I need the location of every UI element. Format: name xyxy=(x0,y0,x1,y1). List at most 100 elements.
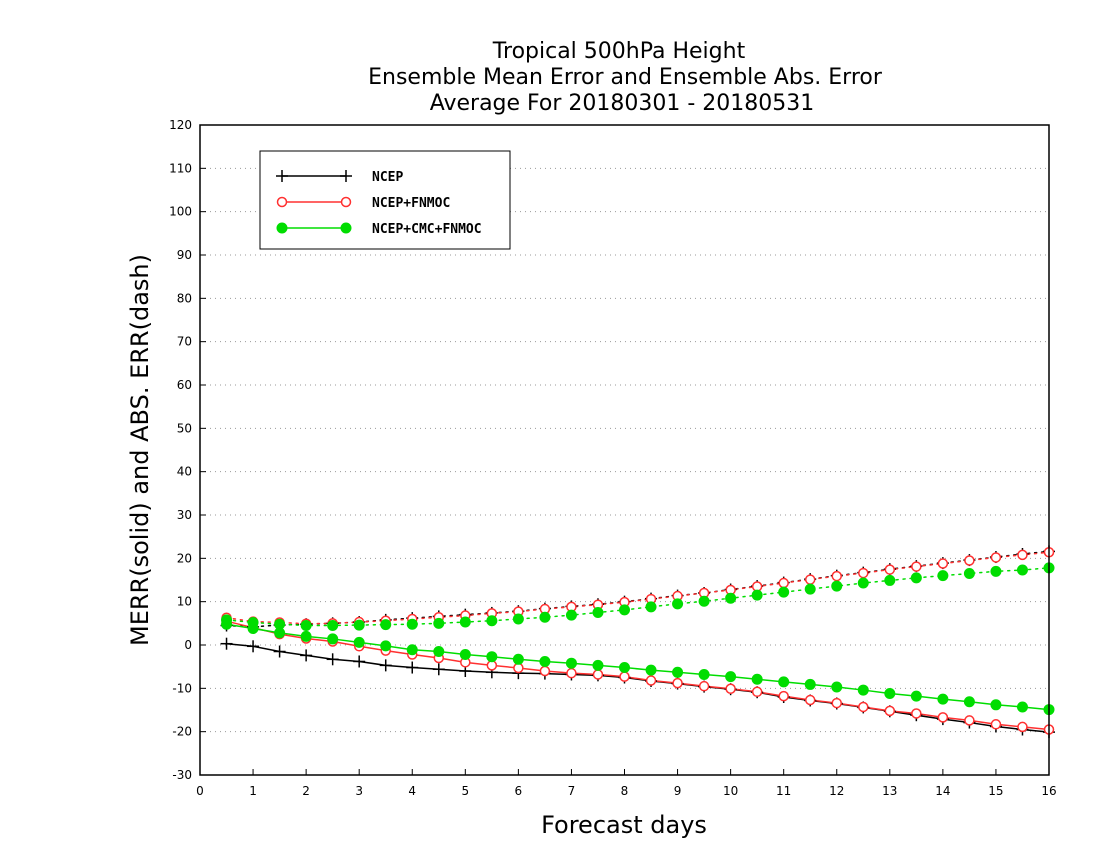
x-tick-label: 0 xyxy=(196,784,204,798)
ncep-fnmoc-merr-point xyxy=(751,686,763,698)
ncep-cmc-fnmoc-merr-point xyxy=(884,688,896,700)
data-series xyxy=(220,545,1055,739)
ncep-merr-point xyxy=(247,640,260,653)
ncep-cmc-fnmoc-merr-point xyxy=(459,649,471,661)
x-tick-label: 16 xyxy=(1041,784,1056,798)
ncep-cmc-fnmoc-merr-point xyxy=(221,618,233,630)
ncep-cmc-fnmoc-abserr-point xyxy=(380,619,392,631)
ncep-fnmoc-merr-point xyxy=(592,669,604,680)
ncep-fnmoc-abserr-point xyxy=(804,574,816,585)
legend-marker xyxy=(340,222,352,234)
ncep-cmc-fnmoc-abserr-point xyxy=(751,589,763,601)
ncep-merr-point xyxy=(353,655,366,668)
x-tick-label: 4 xyxy=(408,784,416,798)
ncep-cmc-fnmoc-abserr-point xyxy=(698,595,710,607)
ncep-cmc-fnmoc-abserr-point xyxy=(857,577,869,589)
ncep-merr-point xyxy=(273,645,286,658)
y-tick-label: 70 xyxy=(177,335,192,349)
ncep-fnmoc-abserr-point xyxy=(831,570,842,582)
ncep-cmc-fnmoc-merr-point xyxy=(565,657,577,669)
ncep-cmc-fnmoc-abserr-point xyxy=(486,615,498,627)
title-line-3: Average For 20180301 - 20180531 xyxy=(430,91,815,116)
ncep-cmc-fnmoc-merr-point xyxy=(831,681,843,693)
y-tick-label: 20 xyxy=(177,551,192,565)
y-tick-label: 120 xyxy=(169,118,192,132)
legend-label: NCEP+CMC+FNMOC xyxy=(372,222,482,237)
ncep-cmc-fnmoc-merr-point xyxy=(486,651,498,663)
legend-marker xyxy=(276,222,288,234)
y-axis-title: MERR(solid) and ABS. ERR(dash) xyxy=(126,254,154,646)
ncep-fnmoc-merr-point xyxy=(486,660,498,671)
ncep-fnmoc-merr-point xyxy=(831,697,842,709)
ncep-cmc-fnmoc-abserr-point xyxy=(327,620,339,631)
ncep-fnmoc-merr-point xyxy=(539,665,551,677)
ncep-cmc-fnmoc-abserr-point xyxy=(645,601,657,613)
ncep-merr-point xyxy=(406,661,419,674)
ncep-cmc-fnmoc-abserr-point xyxy=(910,572,922,584)
ncep-cmc-fnmoc-merr-point xyxy=(857,684,869,696)
y-tick-label: -20 xyxy=(172,725,192,739)
ncep-fnmoc-abserr-point xyxy=(911,561,922,572)
legend-marker xyxy=(276,196,288,208)
legend-marker xyxy=(340,170,352,182)
ncep-cmc-fnmoc-merr-point xyxy=(433,646,445,657)
ncep-cmc-fnmoc-merr-point xyxy=(804,678,816,690)
legend-marker xyxy=(276,170,288,182)
ncep-fnmoc-abserr-point xyxy=(1017,549,1028,561)
ncep-cmc-fnmoc-merr-point xyxy=(353,636,365,648)
ncep-cmc-fnmoc-merr-point xyxy=(910,690,922,702)
y-tick-label: 40 xyxy=(177,465,192,479)
x-tick-label: 11 xyxy=(776,784,791,798)
y-tick-label: 60 xyxy=(177,378,192,392)
x-tick-label: 5 xyxy=(461,784,469,798)
legend-box xyxy=(259,150,511,250)
title-line-1: Tropical 500hPa Height xyxy=(492,39,746,64)
y-tick-label: 110 xyxy=(169,161,192,175)
y-tick-label: 0 xyxy=(184,638,192,652)
ncep-cmc-fnmoc-merr-line xyxy=(226,623,1050,711)
ncep-fnmoc-abserr-point xyxy=(990,552,1002,563)
ncep-cmc-fnmoc-abserr-point xyxy=(672,598,684,610)
plot-frame xyxy=(199,124,1050,776)
x-tick-label: 15 xyxy=(988,784,1003,798)
legend-item-ncep-cmc-fnmoc: NCEP+CMC+FNMOC xyxy=(276,222,482,237)
ncep-cmc-fnmoc-merr-point xyxy=(274,627,286,639)
x-tick-label: 12 xyxy=(829,784,844,798)
ncep-cmc-fnmoc-abserr-point xyxy=(592,607,604,618)
ncep-cmc-fnmoc-merr-point xyxy=(963,696,975,708)
ncep-fnmoc-merr-point xyxy=(964,715,975,726)
y-tick-label: -30 xyxy=(172,768,192,782)
ncep-cmc-fnmoc-merr-point xyxy=(645,664,657,676)
ncep-cmc-fnmoc-abserr-point xyxy=(990,565,1002,577)
ncep-merr-point xyxy=(379,659,392,672)
ncep-cmc-fnmoc-abserr-point xyxy=(963,568,975,579)
ncep-cmc-fnmoc-merr-point xyxy=(698,668,710,680)
ncep-cmc-fnmoc-abserr-point xyxy=(1016,564,1028,576)
ncep-fnmoc-merr-point xyxy=(884,705,896,717)
ncep-cmc-fnmoc-merr-point xyxy=(512,653,524,665)
ncep-fnmoc-merr-point xyxy=(619,671,630,682)
ncep-cmc-fnmoc-abserr-point xyxy=(565,609,577,621)
ncep-fnmoc-abserr-line xyxy=(225,551,1050,625)
ncep-fnmoc-merr-point xyxy=(672,677,683,689)
x-tick-label: 7 xyxy=(568,784,576,798)
ncep-cmc-fnmoc-abserr-point xyxy=(778,586,790,598)
ncep-cmc-fnmoc-abserr-point xyxy=(539,611,551,623)
legend-items: NCEP NCEP+FNMOC NCEP+CMC+FNMOC xyxy=(276,170,482,237)
x-tick-label: 6 xyxy=(515,784,523,798)
ncep-cmc-fnmoc-abserr-point xyxy=(725,592,737,604)
ncep-cmc-fnmoc-abserr-point xyxy=(831,580,843,592)
chart-title: Tropical 500hPa Height Ensemble Mean Err… xyxy=(368,39,883,116)
legend-label: NCEP xyxy=(372,170,403,185)
ncep-fnmoc-abserr-point xyxy=(937,558,949,569)
legend: NCEP NCEP+FNMOC NCEP+CMC+FNMOC xyxy=(259,150,511,250)
ncep-cmc-fnmoc-abserr-point xyxy=(512,613,524,625)
grid-lines xyxy=(200,167,1049,733)
y-tick-label: 30 xyxy=(177,508,192,522)
ncep-fnmoc-merr-point xyxy=(804,694,816,706)
ncep-cmc-fnmoc-merr-point xyxy=(725,671,737,683)
x-tick-label: 14 xyxy=(935,784,950,798)
legend-item-ncep-fnmoc: NCEP+FNMOC xyxy=(276,196,450,211)
